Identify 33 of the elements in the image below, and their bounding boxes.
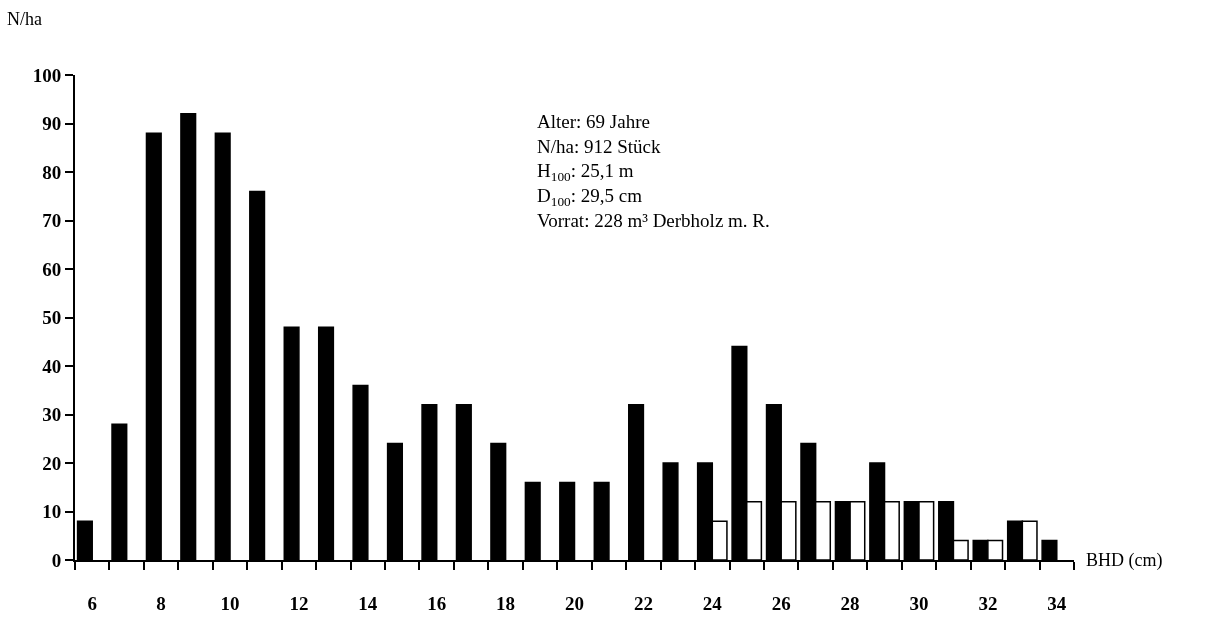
x-tick-label: 22: [633, 592, 653, 614]
x-tick-label: 34: [1047, 592, 1067, 614]
x-tick-label: 28: [840, 592, 860, 614]
x-tick-label: 14: [358, 592, 378, 614]
y-tick-label: 80: [42, 161, 62, 183]
x-tick-label: 30: [909, 592, 929, 614]
y-tick-label: 100: [32, 64, 62, 86]
y-tick-label: 60: [42, 258, 62, 280]
x-tick-label: 16: [427, 592, 447, 614]
y-tick-label: 10: [42, 501, 62, 523]
x-tick-label: 26: [771, 592, 791, 614]
annotation: Vorrat: 228 m³ Derbholz m. R.: [537, 209, 770, 231]
x-tick-label: 20: [565, 592, 584, 614]
x-tick-label: 24: [702, 592, 723, 614]
annotation: D$_{100}$: 29,5 cm: [537, 185, 643, 210]
x-tick-label: 18: [496, 592, 516, 614]
y-tick-label: 50: [42, 307, 62, 329]
y-tick-label: 30: [42, 404, 62, 426]
annotation: N/ha: 912 Stück: [537, 135, 661, 157]
y-tick-label: 70: [42, 210, 62, 232]
x-tick-label: 10: [220, 592, 240, 614]
x-tick-label: 12: [289, 592, 309, 614]
y-tick-label: 90: [42, 113, 62, 135]
y-tick-label: 20: [42, 452, 62, 474]
x-tick-label: 6: [87, 592, 97, 614]
x-axis-title: BHD (cm): [1086, 550, 1163, 571]
y-tick-label: 40: [42, 355, 62, 377]
x-tick-label: 8: [156, 592, 166, 614]
annotation: Alter: 69 Jahre: [537, 111, 650, 132]
annotation: H$_{100}$: 25,1 m: [537, 160, 634, 185]
y-axis-title: N/ha: [7, 9, 42, 29]
x-tick-label: 32: [978, 592, 998, 614]
y-tick-label: 0: [51, 549, 62, 571]
